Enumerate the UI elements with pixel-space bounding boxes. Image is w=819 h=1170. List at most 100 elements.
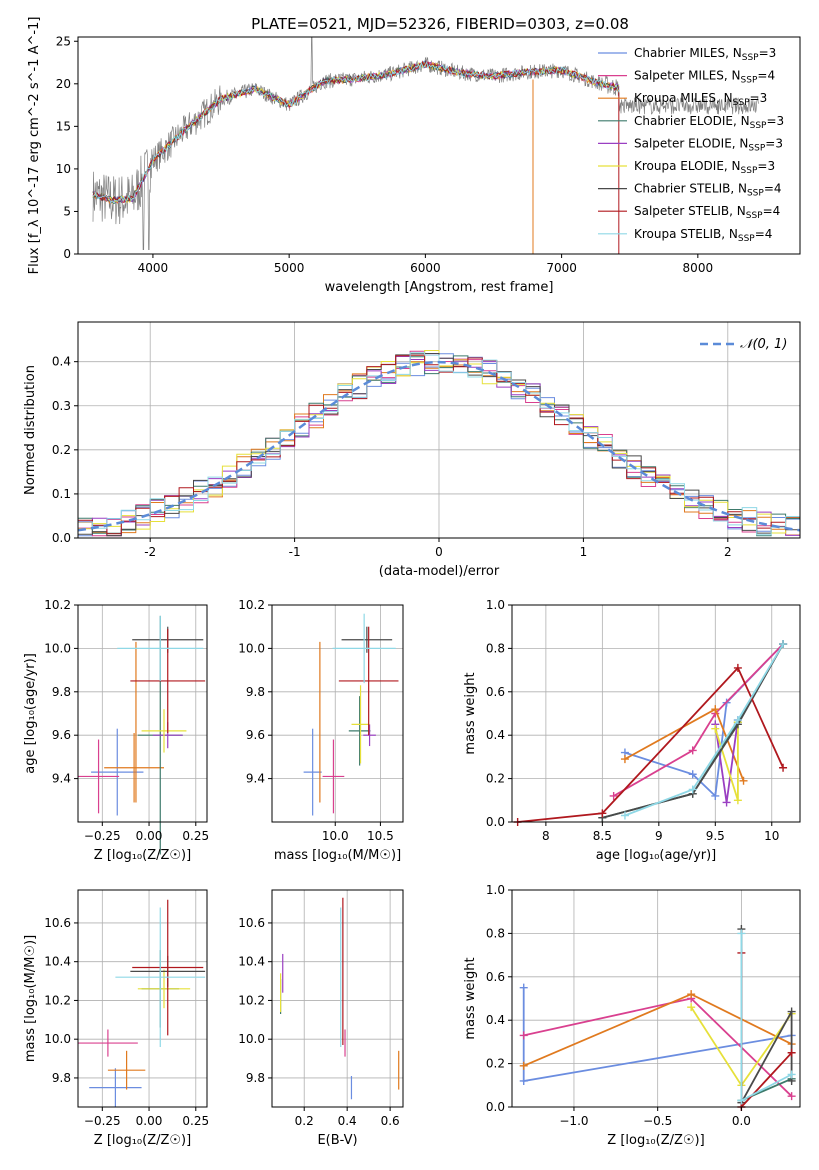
legend-entry-name: Chabrier MILES, N <box>634 46 742 60</box>
y-tick-label: 9.4 <box>246 772 265 786</box>
chart-residuals: -2 -1 0 1 2 0.0 0.1 0.2 0.3 0.4 (data-model)/error… <box>23 321 801 579</box>
y-tick-label: 10.2 <box>238 598 265 612</box>
y-tick-label: 9.4 <box>52 772 71 786</box>
legend-entry-name: Chabrier STELIB, N <box>634 182 747 196</box>
weight-line <box>613 643 784 797</box>
y-tick-label: 10.2 <box>44 598 71 612</box>
weight-marker <box>737 1096 746 1105</box>
x-axis-label: Z [log₁₀(Z/Z☉)] <box>94 1133 191 1148</box>
chart-weight_vs_Z: −1.0 −0.5 0.0 0.0 0.2 0.4 0.6 0.8 1.0 Z [log₁₀(Z/… <box>463 883 801 1148</box>
weight-series <box>519 983 796 1085</box>
weight-marker <box>688 746 697 755</box>
y-tick-label: 0.0 <box>52 531 71 545</box>
chart-mass_vs_Z: −0.25 0.00 0.25 9.8 10.0 10.2 10.4 10.6 Z [log₁₀… <box>23 889 209 1148</box>
y-tick-label: 5 <box>63 204 71 218</box>
weight-marker <box>620 755 629 764</box>
error-bar-point <box>338 626 399 736</box>
legend-entry-sub: SSP <box>742 53 759 63</box>
weight-marker <box>598 809 607 818</box>
legend-entry-name: Chabrier ELODIE, N <box>634 114 750 128</box>
x-tick-label: −0.5 <box>643 1114 672 1128</box>
x-tick-label: 8.5 <box>593 829 612 843</box>
legend-entry-count: =4 <box>757 69 775 83</box>
chart-spectrum: 4000 5000 6000 7000 8000 0 5 10 15 20 25 wavelength… <box>27 17 801 295</box>
error-bar-point <box>348 696 371 766</box>
x-tick-label: 10 <box>764 829 779 843</box>
y-axis-label: mass weight <box>463 957 478 1039</box>
x-axis-label: wavelength [Angstrom, rest frame] <box>325 280 554 295</box>
histograms <box>78 350 800 537</box>
x-tick-label: 9 <box>655 829 663 843</box>
legend-entry: Salpeter ELODIE, NSSP=3 <box>634 136 783 153</box>
y-tick-label: 10.4 <box>44 955 71 969</box>
x-axis-label: Z [log₁₀(Z/Z☉)] <box>94 848 191 863</box>
weight-line <box>624 643 784 817</box>
error-bar-point <box>322 739 345 814</box>
legend-entry-count: =3 <box>759 46 777 60</box>
legend-entry: Kroupa STELIB, NSSP=4 <box>634 227 772 244</box>
model-spectrum-line <box>92 60 620 203</box>
y-tick-label: 0.0 <box>486 815 505 829</box>
legend-entry-sub: SSP <box>741 76 758 86</box>
y-tick-label: 10.4 <box>238 955 265 969</box>
x-tick-label: 0.2 <box>295 1114 314 1128</box>
x-tick-label: 0.4 <box>338 1114 357 1128</box>
weight-marker <box>779 763 788 772</box>
weight-marker <box>620 811 629 820</box>
error-bar-point <box>91 728 144 816</box>
y-tick-label: 0.8 <box>486 926 505 940</box>
x-tick-label: 10.5 <box>367 829 394 843</box>
y-tick-label: 10 <box>56 162 71 176</box>
y-axis-label: mass weight <box>463 672 478 754</box>
x-tick-label: 6000 <box>410 261 441 275</box>
error-bar-point <box>363 724 376 747</box>
legend-entry-sub: SSP <box>746 211 763 221</box>
x-tick-label: 2 <box>724 545 732 559</box>
y-tick-label: 0.0 <box>486 1100 505 1114</box>
error-bar-point <box>115 907 206 1047</box>
y-tick-label: 0.6 <box>486 970 505 984</box>
x-tick-label: 4000 <box>138 261 169 275</box>
axes-frame <box>77 604 208 823</box>
x-tick-label: 0.00 <box>136 829 163 843</box>
x-axis-label: mass [log₁₀(M/M☉)] <box>274 848 401 863</box>
x-tick-label: 7000 <box>546 261 577 275</box>
y-tick-label: 0.2 <box>486 772 505 786</box>
legend-entry-sub: SSP <box>747 189 764 199</box>
x-axis-label: Z [log₁₀(Z/Z☉)] <box>607 1133 704 1148</box>
chart-weight_vs_age: 8 8.5 9 9.5 10 0.0 0.2 0.4 0.6 0.8 1.0 age [log₁₀(a… <box>463 598 801 863</box>
weight-marker <box>711 791 720 800</box>
model-spectrum-line <box>92 61 620 204</box>
y-tick-label: 10.6 <box>238 916 265 930</box>
y-tick-label: 10.2 <box>238 993 265 1007</box>
legend-entry-sub: SSP <box>733 98 750 108</box>
error-bar-point <box>78 739 120 814</box>
plot-area <box>303 613 399 816</box>
y-tick-label: 0.1 <box>52 487 71 501</box>
legend-entry-name: Salpeter MILES, N <box>634 69 741 83</box>
spectrum-lines <box>92 37 760 254</box>
y-tick-label: 10.0 <box>238 641 265 655</box>
weight-series <box>737 929 796 1105</box>
weight-marker <box>519 1061 528 1070</box>
axes-frame <box>77 36 801 255</box>
x-tick-label: 0.25 <box>182 1114 209 1128</box>
y-tick-label: 20 <box>56 77 71 91</box>
weight-marker <box>737 929 746 938</box>
legend-entry: Kroupa MILES, NSSP=3 <box>634 91 767 108</box>
weight-marker <box>609 791 618 800</box>
weight-marker <box>787 1070 796 1079</box>
y-tick-label: 10.0 <box>44 1032 71 1046</box>
chart-age_vs_mass: 10.0 10.5 9.4 9.6 9.8 10.0 10.2 mass [log₁₀(M/M… <box>238 598 404 863</box>
x-tick-label: 0.25 <box>182 829 209 843</box>
y-tick-label: 1.0 <box>486 598 505 612</box>
error-bar-point <box>89 1068 142 1107</box>
legend-entry-count: =4 <box>755 227 773 241</box>
weight-marker <box>733 716 742 725</box>
weight-marker <box>722 798 731 807</box>
y-tick-label: 0.3 <box>52 399 71 413</box>
y-tick-label: 9.8 <box>52 1071 71 1085</box>
error-bar-point <box>303 728 322 816</box>
error-bar-point <box>78 1029 138 1057</box>
